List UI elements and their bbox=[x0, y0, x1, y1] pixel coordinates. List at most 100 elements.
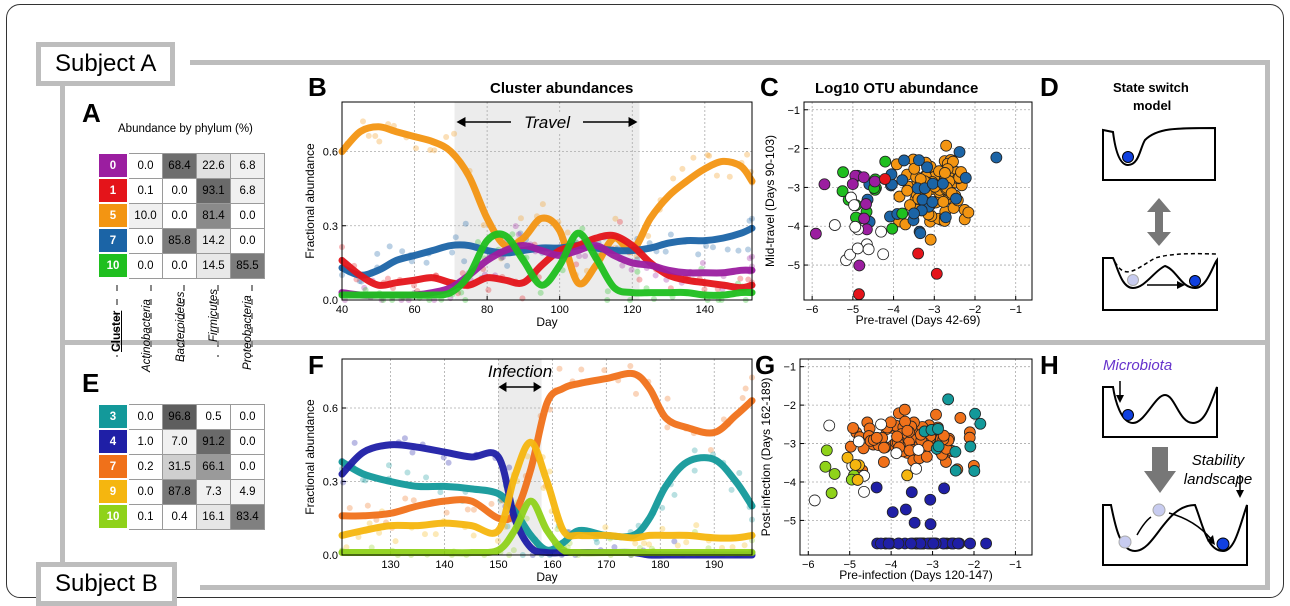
data-point-faint bbox=[399, 248, 406, 255]
state-switch-diagram bbox=[1102, 126, 1218, 311]
data-point-faint bbox=[645, 233, 652, 240]
data-point-faint bbox=[504, 262, 511, 269]
x-axis-label: Pre-travel (Days 42-69) bbox=[856, 313, 981, 327]
data-point-faint bbox=[523, 515, 530, 522]
scatter-point bbox=[808, 494, 821, 507]
data-point-faint bbox=[573, 261, 580, 268]
data-point-faint bbox=[537, 289, 544, 296]
scatter-point bbox=[823, 419, 836, 432]
data-point-faint bbox=[728, 486, 735, 493]
panel-f-chart: 130 140 150 160 170 180 190 0.0 0.3 0.6 Infection D… bbox=[303, 358, 756, 584]
scatter-point bbox=[910, 462, 923, 475]
abundance-cell: 81.4 bbox=[196, 202, 231, 229]
scatter-point bbox=[932, 423, 944, 435]
data-point-faint bbox=[659, 525, 666, 532]
scatter-point bbox=[924, 518, 937, 531]
data-point-faint bbox=[646, 541, 653, 548]
jump-arrow-up bbox=[1136, 516, 1152, 536]
scatter-point bbox=[959, 171, 972, 184]
ball-h-bottom bbox=[1216, 537, 1230, 551]
cluster-id-cell: 7 bbox=[97, 453, 129, 480]
subject-a-bottom-line bbox=[60, 340, 1270, 345]
data-point-faint bbox=[376, 138, 383, 145]
data-point-faint bbox=[704, 152, 711, 159]
data-point-faint bbox=[494, 537, 501, 544]
data-point-faint bbox=[612, 215, 619, 222]
data-point-faint bbox=[664, 395, 671, 402]
scatter-point bbox=[950, 192, 962, 205]
panel-c-title: Log10 OTU abundance bbox=[815, 80, 979, 97]
annotation-label: Travel bbox=[524, 113, 571, 132]
scatter-point bbox=[937, 195, 950, 208]
panel-letter-f: F bbox=[308, 350, 324, 380]
abundance-cell: 7.3 bbox=[196, 478, 231, 505]
abundance-cell: 14.5 bbox=[196, 252, 231, 279]
abundance-cell: 14.2 bbox=[196, 227, 231, 254]
ball-bottom bbox=[1189, 275, 1201, 287]
scatter-point bbox=[974, 417, 987, 430]
series-line bbox=[338, 123, 756, 288]
scatter-point bbox=[809, 227, 822, 240]
data-point-faint bbox=[402, 495, 409, 502]
scatter-point bbox=[990, 151, 1003, 164]
data-point-faint bbox=[713, 172, 720, 179]
abundance-title: Abundance by phylum (%) bbox=[118, 123, 253, 135]
panel-d-title-line1: State switch bbox=[1113, 80, 1189, 95]
data-point-faint bbox=[421, 531, 428, 538]
ball-h-ghost-left bbox=[1118, 535, 1132, 549]
abundance-cell: 96.8 bbox=[162, 403, 197, 430]
x-tick-label: 140 bbox=[435, 559, 453, 571]
data-point-faint bbox=[376, 529, 383, 536]
cluster-id-cell: 7 bbox=[97, 227, 129, 254]
table-row: 10 0.1 0.4 16.1 83.4 bbox=[97, 503, 265, 530]
cluster-id-cell: 4 bbox=[97, 428, 129, 455]
abundance-cell: 10.0 bbox=[127, 202, 163, 229]
data-point-faint bbox=[362, 287, 369, 294]
data-point-faint bbox=[372, 133, 379, 140]
subject-a-top-line bbox=[190, 60, 1270, 65]
panel-letter-d: D bbox=[1040, 72, 1059, 102]
data-point-faint bbox=[431, 147, 438, 154]
scatter-point bbox=[878, 441, 890, 454]
arrowhead-left bbox=[498, 382, 507, 392]
scatter-point bbox=[820, 444, 833, 457]
scatter-point bbox=[875, 225, 887, 238]
data-point-faint bbox=[556, 365, 563, 372]
data-point-faint bbox=[667, 231, 674, 238]
abundance-cell: 0.0 bbox=[230, 227, 265, 254]
data-point-faint bbox=[636, 276, 643, 283]
scatter-point bbox=[926, 196, 939, 208]
scatter-point bbox=[877, 456, 890, 468]
abundance-cell: 85.8 bbox=[162, 227, 197, 254]
scatter-point bbox=[819, 460, 832, 473]
scatter-point bbox=[932, 440, 945, 453]
abundance-cell: 16.1 bbox=[196, 503, 231, 530]
y-axis-label: Post-infection (Days 162-189) bbox=[759, 378, 773, 537]
abundance-cell: 31.5 bbox=[162, 453, 197, 480]
scatter-point bbox=[927, 537, 940, 550]
data-point-faint bbox=[423, 474, 430, 481]
stability-label-line2: landscape bbox=[1183, 471, 1253, 488]
data-point-faint bbox=[726, 173, 733, 180]
dash-col-proteo bbox=[251, 285, 253, 357]
abundance-cell: 6.8 bbox=[230, 177, 265, 204]
scatter-point bbox=[924, 233, 937, 246]
scatter-point bbox=[849, 220, 862, 233]
panel-b-title: Cluster abundances bbox=[490, 80, 634, 97]
data-point-faint bbox=[737, 275, 744, 282]
y-tick-label: −1 bbox=[787, 105, 800, 117]
data-point-faint bbox=[546, 468, 553, 475]
scatter-point bbox=[870, 481, 883, 494]
data-point-faint bbox=[506, 464, 513, 471]
abundance-cell: 0.0 bbox=[230, 453, 265, 480]
series-line bbox=[338, 497, 756, 557]
data-point-faint bbox=[739, 395, 746, 402]
abundance-cell: 22.6 bbox=[196, 152, 231, 179]
y-tick-label: −3 bbox=[783, 439, 796, 451]
phylum-label-proteobacteria: Proteobacteria bbox=[242, 295, 254, 370]
data-point-faint bbox=[365, 132, 372, 139]
scatter-point bbox=[853, 259, 866, 272]
panel-d-title-line2: model bbox=[1133, 98, 1172, 113]
y-tick-label: −3 bbox=[787, 182, 800, 194]
data-point-faint bbox=[709, 244, 716, 251]
